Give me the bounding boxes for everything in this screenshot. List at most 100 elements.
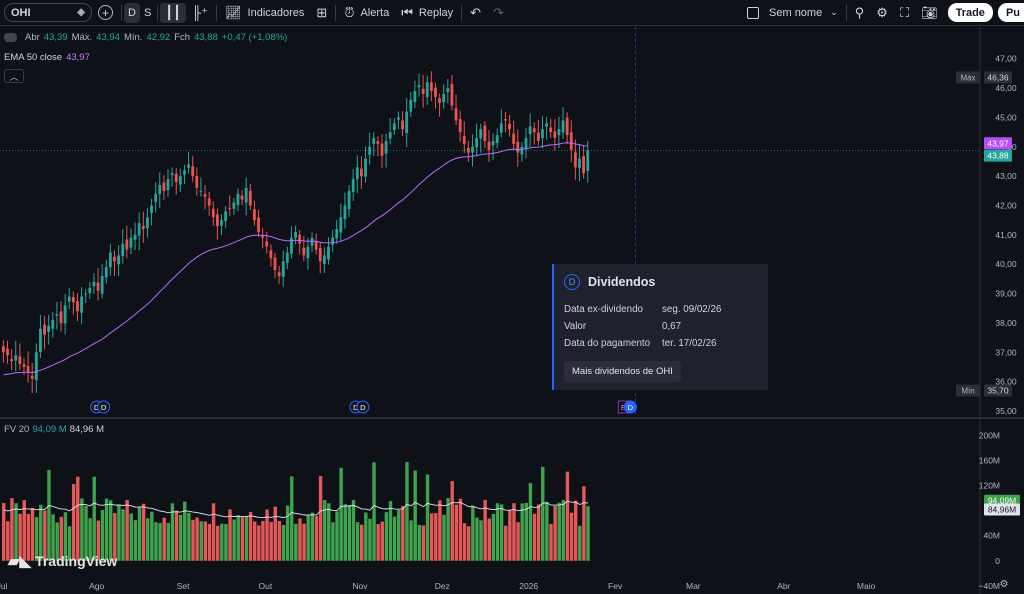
- collapse-legend-button[interactable]: ︿: [4, 69, 24, 83]
- candle-body: [108, 252, 112, 268]
- ema-legend[interactable]: EMA 50 close 43,97: [4, 52, 90, 63]
- tooltip-header: D Dividendos: [564, 274, 758, 290]
- snapshot-button[interactable]: 📷︎: [915, 0, 944, 26]
- candles-type-button[interactable]: ┃┃: [160, 2, 186, 23]
- volume-bar: [310, 512, 315, 561]
- templates-button[interactable]: ⊞: [310, 0, 333, 26]
- volume-bar: [401, 506, 405, 561]
- candle-body: [146, 217, 149, 229]
- divider: [157, 4, 159, 21]
- replay-button[interactable]: ⏮ Replay: [401, 4, 454, 20]
- candle-body: [84, 293, 88, 295]
- fullscreen-button[interactable]: ⛶: [894, 0, 915, 26]
- candle-body: [51, 320, 55, 329]
- tradingview-logo[interactable]: ▰◣ TradingView: [8, 552, 117, 570]
- bars-icon: ╟⁺: [191, 4, 209, 20]
- candle-body: [224, 211, 228, 222]
- candle-body: [96, 282, 100, 291]
- volume-bar: [285, 505, 290, 561]
- settings-button[interactable]: ⚙: [870, 0, 894, 26]
- dividend-marker: [356, 400, 370, 414]
- tooltip-row: Data do pagamento ter. 17/02/26: [564, 338, 717, 349]
- candle-body: [220, 220, 223, 226]
- candle-body: [479, 129, 483, 139]
- candle-body: [569, 132, 573, 150]
- volume-bar: [495, 503, 500, 561]
- price-chart[interactable]: 47,0046,0045,0044,0043,0042,0041,0040,00…: [0, 27, 1024, 594]
- candle-body: [524, 138, 528, 150]
- candle-body: [553, 131, 557, 138]
- event-marker-letter: D: [101, 403, 107, 412]
- volume-bar: [364, 512, 368, 561]
- volume-bar: [261, 520, 265, 561]
- volume-bar: [471, 505, 475, 561]
- min-value-tag: 35,70: [987, 385, 1009, 395]
- candle-body: [80, 296, 83, 313]
- candle-body: [409, 99, 413, 112]
- more-dividends-button[interactable]: Mais dividendos de OHI: [564, 361, 681, 382]
- volume-bar: [207, 523, 212, 561]
- candle-body: [133, 234, 137, 240]
- volume-bar: [211, 503, 216, 561]
- candle-body: [150, 205, 153, 214]
- price-tick-label: 45,00: [995, 112, 1017, 122]
- plus-circle-icon: +: [98, 5, 113, 20]
- layout-square-icon: [747, 6, 760, 19]
- candle-body: [499, 123, 503, 133]
- symbol-search[interactable]: OHI ◈: [4, 3, 92, 22]
- volume-bar: [487, 518, 491, 561]
- compare-button[interactable]: +: [92, 0, 119, 26]
- volume-bar: [376, 524, 380, 561]
- undo-button[interactable]: ↶: [464, 0, 487, 26]
- publish-button[interactable]: Pu: [997, 3, 1024, 22]
- indicators-button[interactable]: 📈︎ Indicadores: [225, 4, 305, 20]
- volume-ma-line: [3, 500, 589, 519]
- volume-bar: [129, 513, 133, 561]
- volume-bar: [578, 525, 582, 561]
- candle-body: [211, 208, 215, 218]
- volume-bar: [6, 521, 10, 561]
- bars-type-button[interactable]: ╟⁺: [186, 0, 214, 26]
- volume-bar: [96, 520, 101, 561]
- volume-bar: [368, 518, 372, 561]
- alert-button[interactable]: ⏰︎ Alerta: [344, 4, 390, 20]
- legend-toggle-icon[interactable]: [4, 33, 17, 42]
- volume-bar: [392, 516, 397, 561]
- volume-bar: [248, 511, 253, 561]
- candle-body: [232, 202, 236, 209]
- time-tick-label: Ago: [89, 581, 104, 591]
- candle-body: [434, 87, 437, 97]
- candle-body: [520, 146, 524, 155]
- redo-button[interactable]: ↷: [487, 0, 510, 26]
- volume-bar: [541, 466, 545, 561]
- volume-bar: [265, 509, 269, 561]
- interval-s-button[interactable]: S: [143, 6, 152, 19]
- volume-bar: [557, 502, 561, 561]
- layout-name-button[interactable]: Sem nome ⌄: [741, 0, 844, 26]
- volume-bar: [146, 518, 150, 561]
- volume-bar: [117, 504, 121, 561]
- redo-icon: ↷: [493, 4, 504, 20]
- quick-search-button[interactable]: ⚲: [849, 0, 871, 26]
- candle-body: [67, 296, 71, 302]
- symbol-text: OHI: [11, 6, 31, 19]
- volume-tick-label: 160M: [979, 455, 1000, 465]
- volume-bar: [532, 513, 537, 561]
- candle-body: [191, 166, 195, 177]
- candle-body: [462, 136, 466, 144]
- volume-bar: [162, 517, 166, 561]
- volume-bar: [413, 470, 417, 561]
- axis-settings-icon: ⚙: [1000, 579, 1009, 590]
- candle-body: [100, 275, 104, 294]
- interval-d-button[interactable]: D: [124, 2, 140, 23]
- volume-bar: [466, 526, 471, 561]
- price-tick-label: 47,00: [995, 54, 1017, 64]
- legend-change-value: +0,47 (+1,08%): [221, 32, 288, 43]
- volume-bar: [417, 524, 422, 561]
- candle-body: [174, 173, 178, 183]
- candle-body: [117, 255, 121, 265]
- candle-body: [34, 352, 38, 381]
- trade-button[interactable]: Trade: [947, 3, 993, 22]
- volume-legend[interactable]: FV 20 94,09 M 84,96 M: [4, 424, 104, 435]
- candle-body: [380, 143, 384, 156]
